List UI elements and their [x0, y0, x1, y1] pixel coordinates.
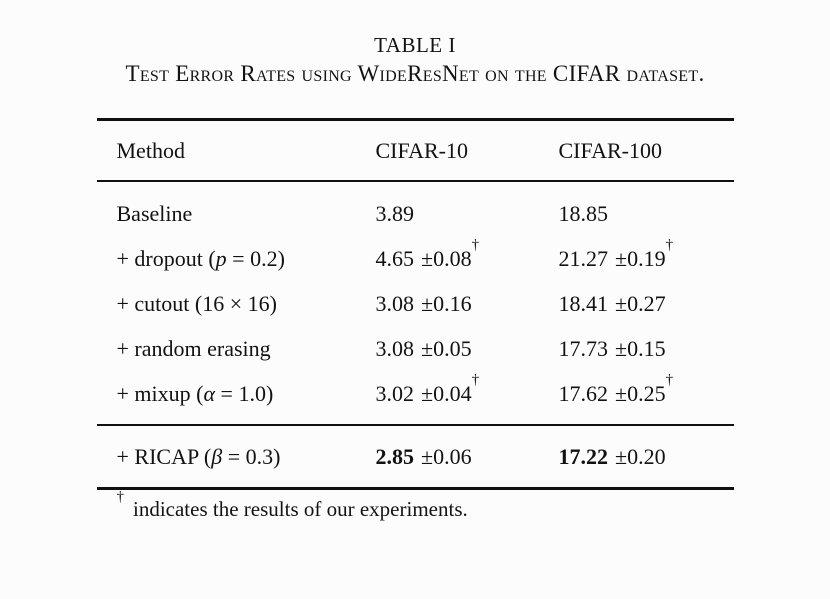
std-dev-value: ±0.06: [421, 443, 472, 469]
error-rate-value: 3.08: [375, 335, 415, 361]
table-title: TABLE I: [374, 33, 456, 57]
error-rate-value: 4.65: [375, 245, 415, 271]
method-text: = 1.0): [215, 380, 274, 406]
table-header-rule: [96, 180, 734, 182]
error-rate-value: 17.73: [558, 335, 609, 361]
error-rate-value: 3.02: [375, 380, 415, 406]
cifar10-value-cell: 3.08 ±0.05: [376, 336, 559, 362]
method-text: Baseline: [116, 200, 193, 226]
method-cell: + dropout (p = 0.2): [117, 246, 376, 272]
table-highlight-section: + RICAP (β = 0.3) 2.85 ±0.06 17.22 ±0.20: [97, 426, 734, 487]
std-dev-value: ±0.25: [615, 380, 666, 406]
table-row: + cutout (16 × 16) 3.08 ±0.16 18.41 ±0.27: [97, 281, 734, 326]
method-text: + mixup (: [116, 380, 204, 406]
table-caption: Test Error Rates using WideResNet on the…: [125, 61, 705, 86]
cifar100-value-cell: 17.22 ±0.20: [559, 444, 734, 470]
dagger-icon: †: [116, 489, 125, 505]
table-row: + dropout (p = 0.2) 4.65 ±0.08† 21.27 ±0.19†: [97, 236, 734, 281]
error-rate-value: 18.85: [558, 200, 609, 226]
error-rate-value: 18.41: [558, 290, 609, 316]
method-cell: Baseline: [117, 201, 376, 227]
cifar100-value-cell: 21.27 ±0.19†: [558, 238, 734, 272]
footnote-text: indicates the results of our experiments…: [133, 497, 468, 521]
std-dev-value: ±0.15: [615, 335, 666, 361]
std-dev-value: ±0.27: [615, 290, 666, 316]
method-text: + cutout (16 × 16): [116, 290, 277, 316]
std-dev-value: ±0.08: [421, 245, 472, 271]
method-text: + dropout (: [116, 245, 216, 271]
error-rate-value: 21.27: [558, 245, 609, 271]
method-text: + RICAP (: [116, 443, 212, 469]
table-row: Baseline 3.89 18.85: [97, 191, 734, 236]
dagger-icon: †: [665, 237, 674, 254]
table-top-rule: [96, 118, 734, 121]
table-body: Baseline 3.89 18.85 + dropout (p = 0.2) 4.65…: [97, 182, 734, 424]
std-dev-value: ±0.04: [421, 380, 472, 406]
cifar10-value-cell: 3.02 ±0.04†: [375, 373, 559, 407]
dagger-icon: †: [471, 237, 480, 254]
table-row: + RICAP (β = 0.3) 2.85 ±0.06 17.22 ±0.20: [97, 444, 734, 470]
cifar10-value-cell: 3.08 ±0.16: [376, 291, 559, 317]
std-dev-value: ±0.19: [615, 245, 666, 271]
std-dev-value: ±0.16: [421, 290, 472, 316]
method-text: = 0.3): [222, 443, 281, 469]
method-text: = 0.2): [226, 245, 285, 271]
std-dev-value: ±0.05: [421, 335, 472, 361]
cifar100-value-cell: 18.41 ±0.27: [559, 291, 734, 317]
results-table: Method CIFAR-10 CIFAR-100 Baseline 3.89 18…: [96, 118, 734, 490]
cifar10-value-cell: 4.65 ±0.08†: [375, 238, 559, 272]
cifar10-value-cell: 3.89: [376, 201, 559, 227]
table-section-rule: [96, 424, 734, 426]
std-dev-value: ±0.20: [615, 443, 666, 469]
column-header-method: Method: [116, 137, 185, 163]
table-row: + mixup (α = 1.0) 3.02 ±0.04† 17.62 ±0.25†: [97, 371, 734, 416]
method-cell: + cutout (16 × 16): [117, 291, 376, 317]
cifar100-value-cell: 17.73 ±0.15: [559, 336, 734, 362]
error-rate-value: 2.85: [375, 443, 415, 469]
cifar100-value-cell: 18.85: [559, 201, 734, 227]
math-variable: p: [215, 245, 227, 271]
method-cell: + mixup (α = 1.0): [117, 381, 376, 407]
table-header-row: Method CIFAR-10 CIFAR-100: [97, 121, 734, 180]
table-bottom-rule: [96, 487, 734, 490]
table-row: + random erasing 3.08 ±0.05 17.73 ±0.15: [97, 326, 734, 371]
error-rate-value: 17.62: [558, 380, 609, 406]
cifar10-value-cell: 2.85 ±0.06: [376, 444, 559, 470]
math-variable: β: [211, 443, 223, 469]
column-header-cifar100: CIFAR-100: [558, 137, 663, 163]
math-variable: α: [203, 380, 216, 406]
paper-page: TABLE I Test Error Rates using WideResNe…: [0, 33, 830, 599]
dagger-icon: †: [471, 372, 480, 389]
method-cell: + RICAP (β = 0.3): [117, 444, 376, 470]
table-footnote: † indicates the results of our experiment…: [97, 490, 734, 522]
error-rate-value: 3.89: [375, 200, 415, 226]
error-rate-value: 17.22: [558, 443, 609, 469]
column-header-cifar10: CIFAR-10: [375, 137, 469, 163]
cifar100-value-cell: 17.62 ±0.25†: [558, 373, 734, 407]
method-cell: + random erasing: [117, 336, 376, 362]
method-text: + random erasing: [116, 335, 271, 361]
dagger-icon: †: [665, 372, 674, 389]
error-rate-value: 3.08: [375, 290, 415, 316]
